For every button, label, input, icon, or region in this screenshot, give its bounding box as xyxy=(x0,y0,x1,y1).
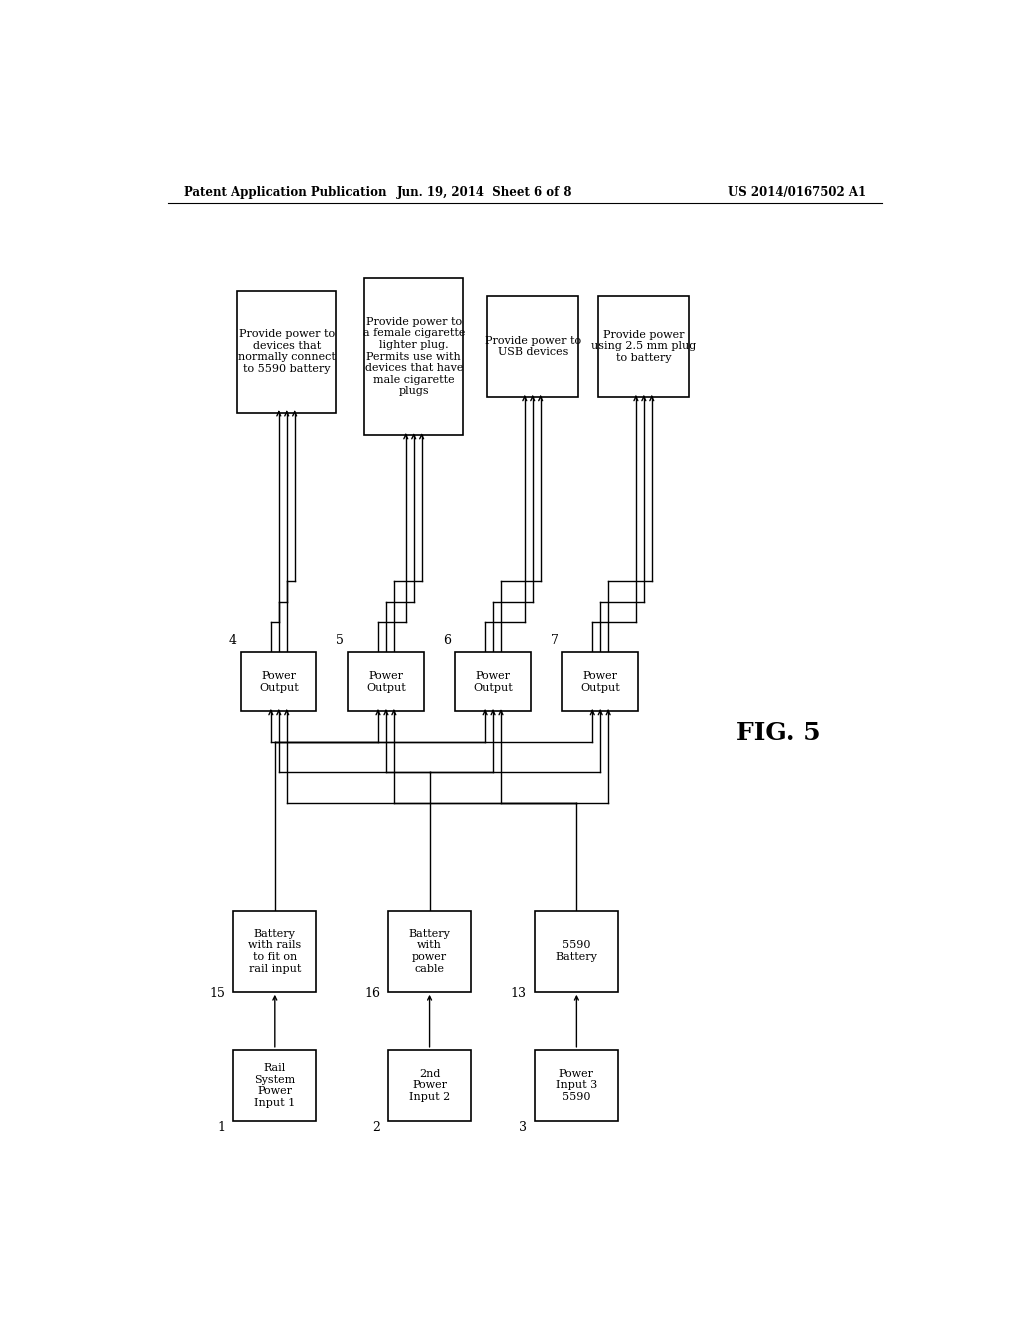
Bar xyxy=(233,1049,316,1121)
Bar xyxy=(535,1049,618,1121)
Bar xyxy=(365,277,463,436)
Bar xyxy=(238,290,336,412)
Text: 16: 16 xyxy=(364,987,380,999)
Text: Rail
System
Power
Input 1: Rail System Power Input 1 xyxy=(254,1063,296,1107)
Bar xyxy=(388,1049,471,1121)
Text: US 2014/0167502 A1: US 2014/0167502 A1 xyxy=(728,186,866,199)
Text: 1: 1 xyxy=(217,1121,225,1134)
Text: 3: 3 xyxy=(519,1121,526,1134)
Text: FIG. 5: FIG. 5 xyxy=(736,721,821,744)
Text: Power
Output: Power Output xyxy=(259,671,299,693)
Text: 5: 5 xyxy=(336,635,344,647)
Text: Power
Input 3
5590: Power Input 3 5590 xyxy=(556,1069,597,1102)
Text: Provide power
using 2.5 mm plug
to battery: Provide power using 2.5 mm plug to batte… xyxy=(591,330,696,363)
Text: Power
Output: Power Output xyxy=(473,671,513,693)
Bar xyxy=(348,652,424,711)
Bar xyxy=(562,652,638,711)
Bar xyxy=(233,911,316,991)
Text: 4: 4 xyxy=(229,635,238,647)
Text: Battery
with
power
cable: Battery with power cable xyxy=(409,929,451,974)
Text: Power
Output: Power Output xyxy=(366,671,406,693)
Text: Jun. 19, 2014  Sheet 6 of 8: Jun. 19, 2014 Sheet 6 of 8 xyxy=(397,186,572,199)
Bar xyxy=(388,911,471,991)
Text: 13: 13 xyxy=(511,987,526,999)
Bar xyxy=(598,296,689,397)
Bar xyxy=(241,652,316,711)
Text: Power
Output: Power Output xyxy=(581,671,621,693)
Bar xyxy=(456,652,530,711)
Text: Provide power to
USB devices: Provide power to USB devices xyxy=(484,335,581,358)
Text: 6: 6 xyxy=(443,635,452,647)
Text: 5590
Battery: 5590 Battery xyxy=(555,940,597,962)
Bar xyxy=(487,296,579,397)
Text: 2: 2 xyxy=(372,1121,380,1134)
Text: Provide power to
devices that
normally connect
to 5590 battery: Provide power to devices that normally c… xyxy=(238,329,336,374)
Text: Provide power to
a female cigarette
lighter plug.
Permits use with
devices that : Provide power to a female cigarette ligh… xyxy=(362,317,465,396)
Text: 7: 7 xyxy=(551,635,558,647)
Text: 2nd
Power
Input 2: 2nd Power Input 2 xyxy=(409,1069,451,1102)
Bar xyxy=(535,911,618,991)
Text: Patent Application Publication: Patent Application Publication xyxy=(183,186,386,199)
Text: 15: 15 xyxy=(209,987,225,999)
Text: Battery
with rails
to fit on
rail input: Battery with rails to fit on rail input xyxy=(248,929,301,974)
